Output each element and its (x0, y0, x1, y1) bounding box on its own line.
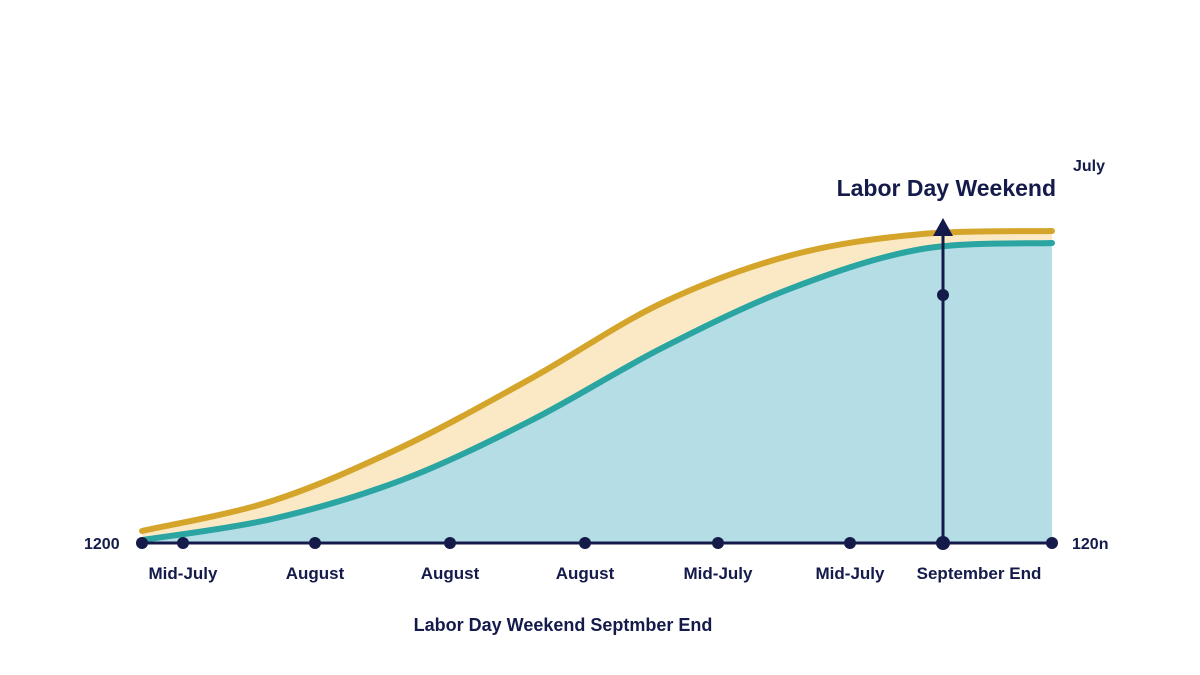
x-axis-ticks: Mid-July August August August Mid-July Mid-Ju… (136, 536, 1058, 583)
tick-label: Mid-July (684, 564, 753, 583)
tick-dot (579, 537, 591, 549)
tick-dot (844, 537, 856, 549)
annotation-label: Labor Day Weekend (837, 175, 1056, 201)
axis-end-dot (1046, 537, 1058, 549)
annotation-point (937, 289, 949, 301)
tick-dot (177, 537, 189, 549)
axis-start-dot (136, 537, 148, 549)
line-series-lower (139, 240, 1055, 543)
tick-label: August (286, 564, 345, 583)
right-top-label: July (1073, 158, 1105, 175)
area-series-lower (142, 243, 1052, 543)
annotation (933, 218, 953, 543)
tick-dot (444, 537, 456, 549)
tick-label: August (421, 564, 480, 583)
right-axis-label: 120n (1072, 536, 1108, 553)
x-axis-title: Labor Day Weekend Septmber End (414, 615, 713, 635)
tick-dot (712, 537, 724, 549)
annotation-arrowhead (933, 218, 953, 236)
tick-dot (309, 537, 321, 549)
line-series-upper (139, 228, 1055, 534)
left-axis-label: 1200 (84, 536, 120, 553)
chart-lines (139, 228, 1055, 543)
tick-label: Mid-July (816, 564, 885, 583)
tick-label: September End (917, 564, 1042, 583)
tick-label: August (556, 564, 615, 583)
tick-label: Mid-July (149, 564, 218, 583)
